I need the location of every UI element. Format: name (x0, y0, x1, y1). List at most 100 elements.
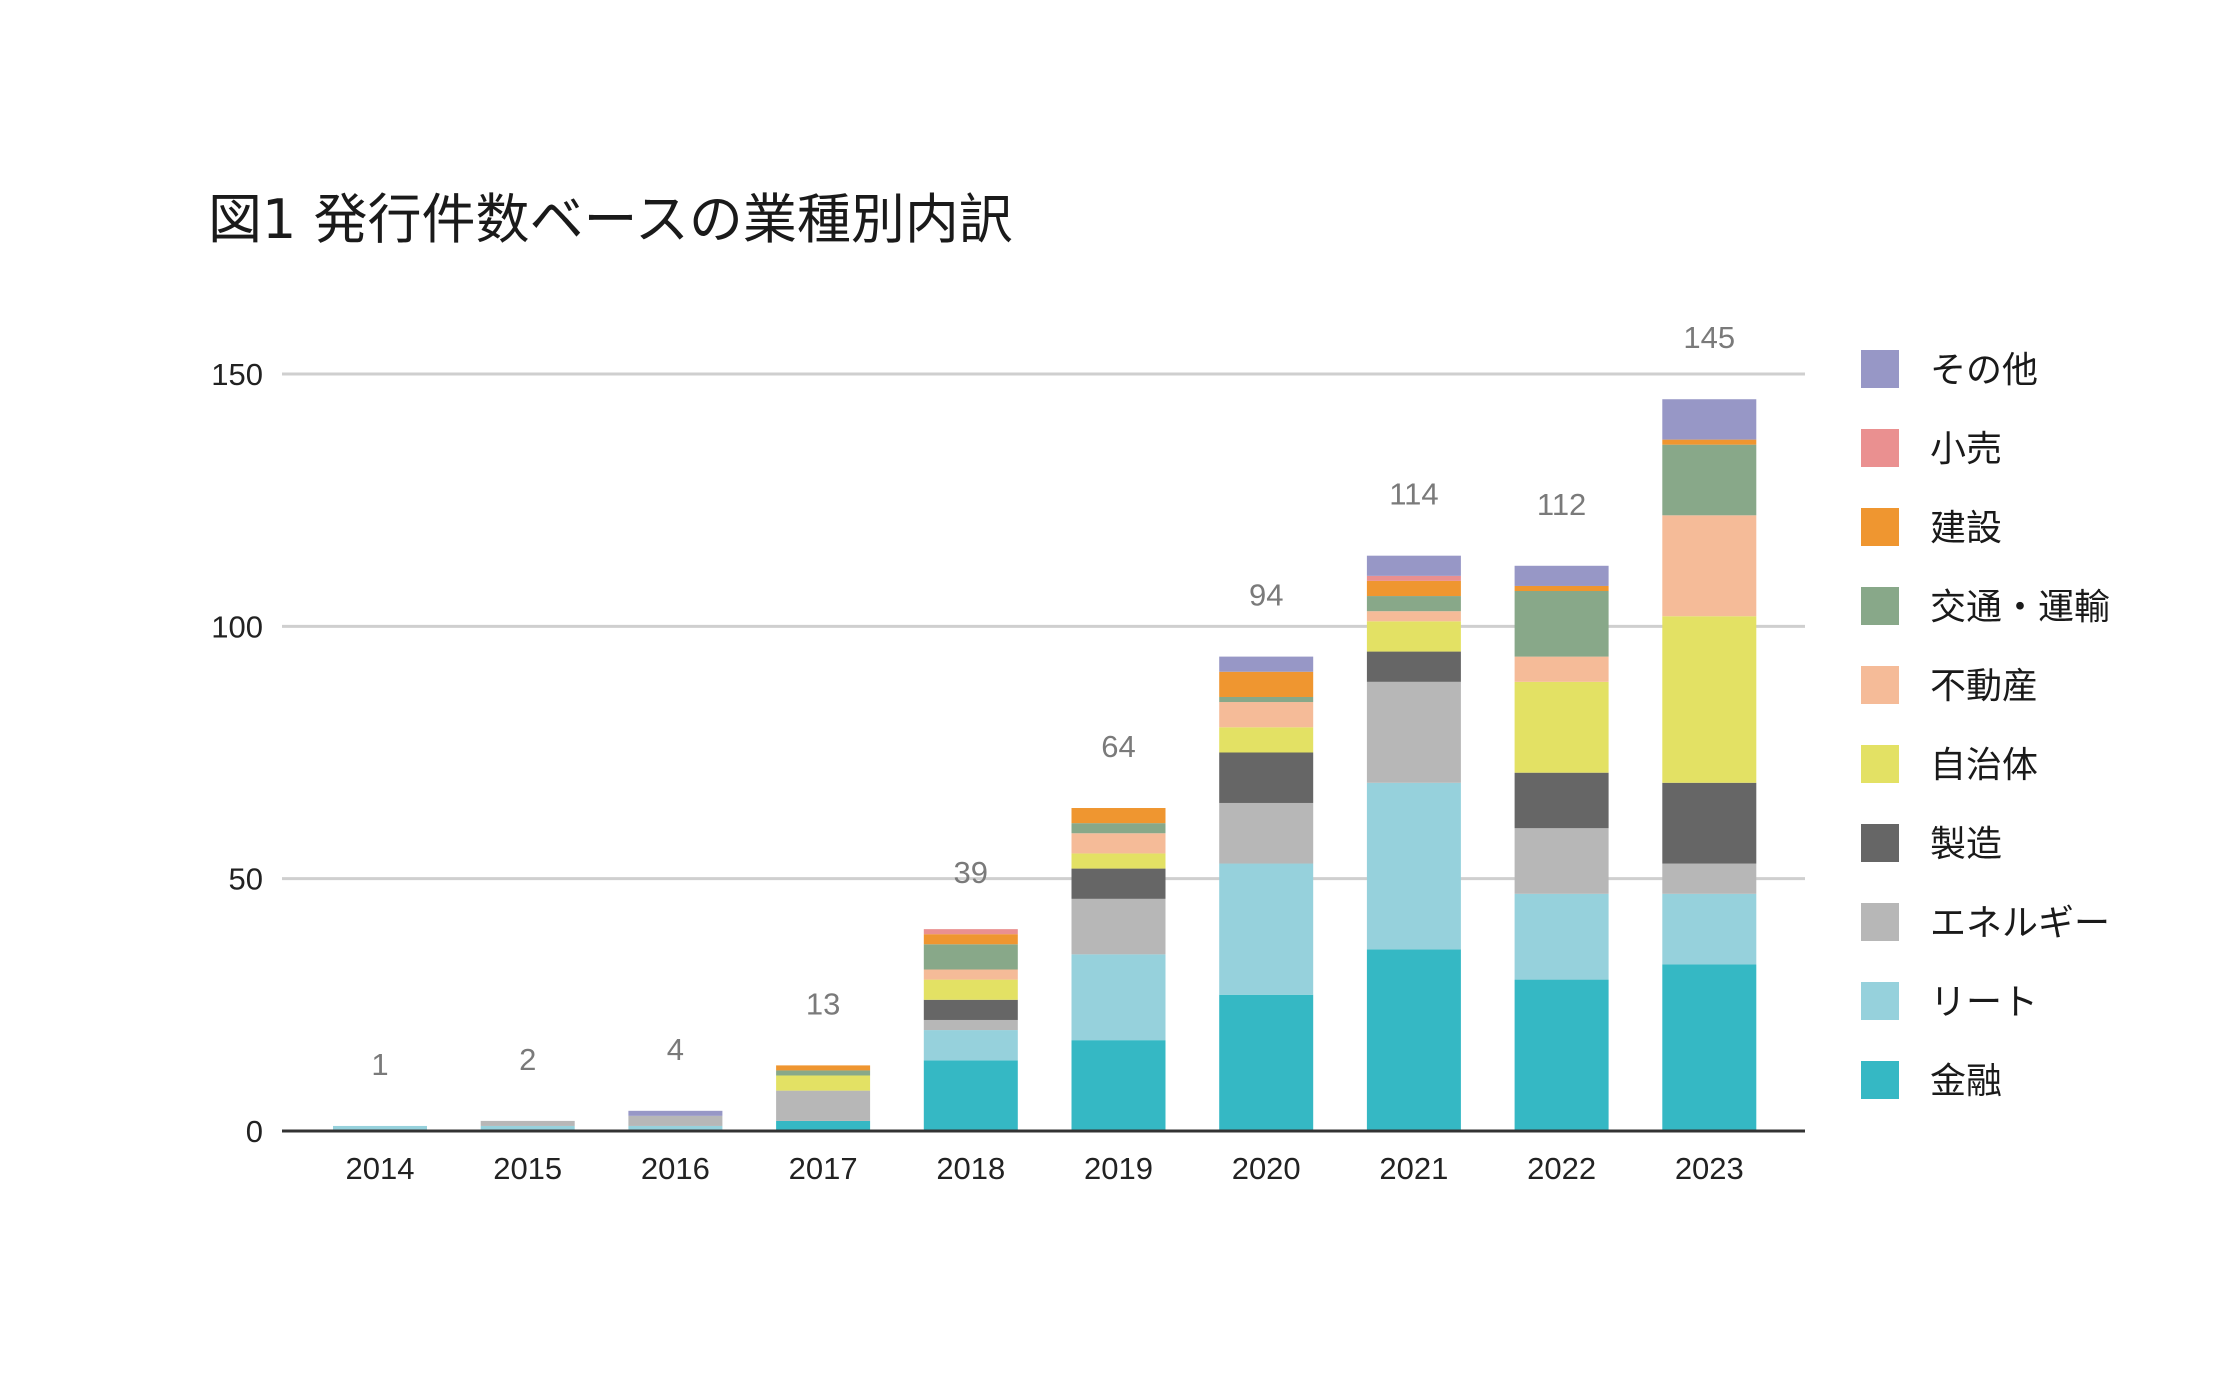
y-tick-label: 50 (229, 862, 263, 897)
bar-segment (776, 1070, 871, 1076)
total-label: 2 (519, 1042, 536, 1077)
chart-title: 図1 発行件数ベースの業種別内訳 (208, 188, 1013, 251)
x-tick-label: 2015 (493, 1151, 562, 1186)
bar-segment (1366, 681, 1461, 783)
legend-item: 製造 (1861, 824, 2002, 865)
total-label: 145 (1683, 320, 1735, 355)
bar-segment (1071, 823, 1166, 834)
legend-swatch (1861, 508, 1899, 546)
legend-swatch (1861, 824, 1899, 862)
bar-segment (1366, 621, 1461, 652)
bar-segment (1366, 949, 1461, 1131)
bar-segment (923, 944, 1018, 970)
bar-segment (1662, 616, 1757, 783)
legend-label: エネルギー (1930, 903, 2110, 944)
bar-segment (1219, 727, 1314, 753)
x-tick-label: 2019 (1084, 1151, 1153, 1186)
bar-segment (1219, 702, 1314, 728)
total-label: 94 (1249, 578, 1283, 613)
legend-swatch (1861, 429, 1899, 467)
x-tick-label: 2017 (789, 1151, 858, 1186)
total-label: 39 (954, 855, 988, 890)
bar-segment (1366, 782, 1461, 950)
bar-segment (1514, 828, 1609, 894)
bar-segment (1514, 565, 1609, 586)
bar-segment (480, 1125, 575, 1131)
legend-label: 金融 (1930, 1061, 2002, 1102)
bars (333, 399, 1757, 1131)
legend-item: 小売 (1861, 429, 2002, 470)
legend-item: リート (1861, 982, 2038, 1023)
bar-segment (923, 969, 1018, 980)
legend-swatch (1861, 666, 1899, 704)
bar-segment (628, 1115, 723, 1126)
bar-segment (1366, 596, 1461, 612)
legend-label: 不動産 (1930, 666, 2038, 707)
total-labels: 1 2 4 13 39 64 94 114 112 145 (371, 320, 1735, 1082)
bar-segment (1514, 893, 1609, 980)
legend-swatch (1861, 903, 1899, 941)
legend-label: 交通・運輸 (1930, 587, 2110, 628)
bar-segment (923, 999, 1018, 1020)
y-tick-label: 100 (211, 609, 263, 644)
bar-segment (1662, 515, 1757, 617)
bar-segment (923, 929, 1018, 935)
bar-segment (1514, 979, 1609, 1131)
bar-segment (1366, 580, 1461, 597)
bar-segment (1662, 782, 1757, 864)
legend-label: その他 (1930, 350, 2038, 391)
x-tick-label: 2023 (1675, 1151, 1744, 1186)
bar-segment (1219, 656, 1314, 672)
x-tick-label: 2022 (1527, 1151, 1596, 1186)
bar-segment (776, 1075, 871, 1091)
bar-segment (1071, 954, 1166, 1041)
bar-segment (1219, 802, 1314, 864)
legend-swatch (1861, 350, 1899, 388)
bar-segment (1366, 611, 1461, 622)
bar-segment (1662, 399, 1757, 440)
total-label: 4 (667, 1032, 684, 1067)
bar-segment (628, 1110, 723, 1116)
bar-segment (1514, 585, 1609, 592)
bar-segment (1662, 439, 1757, 445)
legend-item: 自治体 (1861, 745, 2038, 786)
legend-item: 交通・運輸 (1861, 587, 2110, 628)
bar-segment (776, 1090, 871, 1121)
bar-segment (1071, 833, 1166, 854)
bar-segment (923, 934, 1018, 945)
total-label: 112 (1537, 487, 1586, 522)
bar-segment (1219, 671, 1314, 697)
legend-swatch (1861, 745, 1899, 783)
legend-label: 建設 (1930, 508, 2002, 549)
total-label: 64 (1101, 729, 1135, 764)
legend-item: その他 (1861, 350, 2038, 391)
bar-segment (1071, 868, 1166, 899)
total-label: 1 (371, 1047, 388, 1082)
bar-segment (1514, 772, 1609, 829)
bar-segment (1219, 994, 1314, 1131)
bar-segment (1071, 853, 1166, 869)
x-axis-ticks: 2014 2015 2016 2017 2018 2019 2020 2021 2022 2023 (346, 1151, 1744, 1186)
bar-segment (1366, 575, 1461, 581)
legend-label: 自治体 (1930, 745, 2038, 786)
legend-item: 建設 (1861, 508, 2002, 549)
x-tick-label: 2016 (641, 1151, 710, 1186)
bar-segment (628, 1125, 723, 1131)
bar-segment (776, 1120, 871, 1131)
legend-swatch (1861, 1061, 1899, 1099)
bar-segment (1662, 893, 1757, 965)
bar-segment (1662, 964, 1757, 1131)
legend-label: 製造 (1930, 824, 2002, 865)
total-label: 13 (806, 986, 840, 1021)
bar-segment (1662, 444, 1757, 516)
bar-segment (1071, 898, 1166, 955)
bar-segment (1219, 696, 1314, 703)
y-tick-label: 0 (246, 1114, 263, 1149)
bar-segment (480, 1120, 575, 1126)
legend-label: 小売 (1930, 429, 2002, 470)
legend-item: 金融 (1861, 1061, 2002, 1102)
bar-segment (776, 1065, 871, 1071)
bar-segment (923, 1019, 1018, 1031)
bar-segment (1662, 863, 1757, 894)
